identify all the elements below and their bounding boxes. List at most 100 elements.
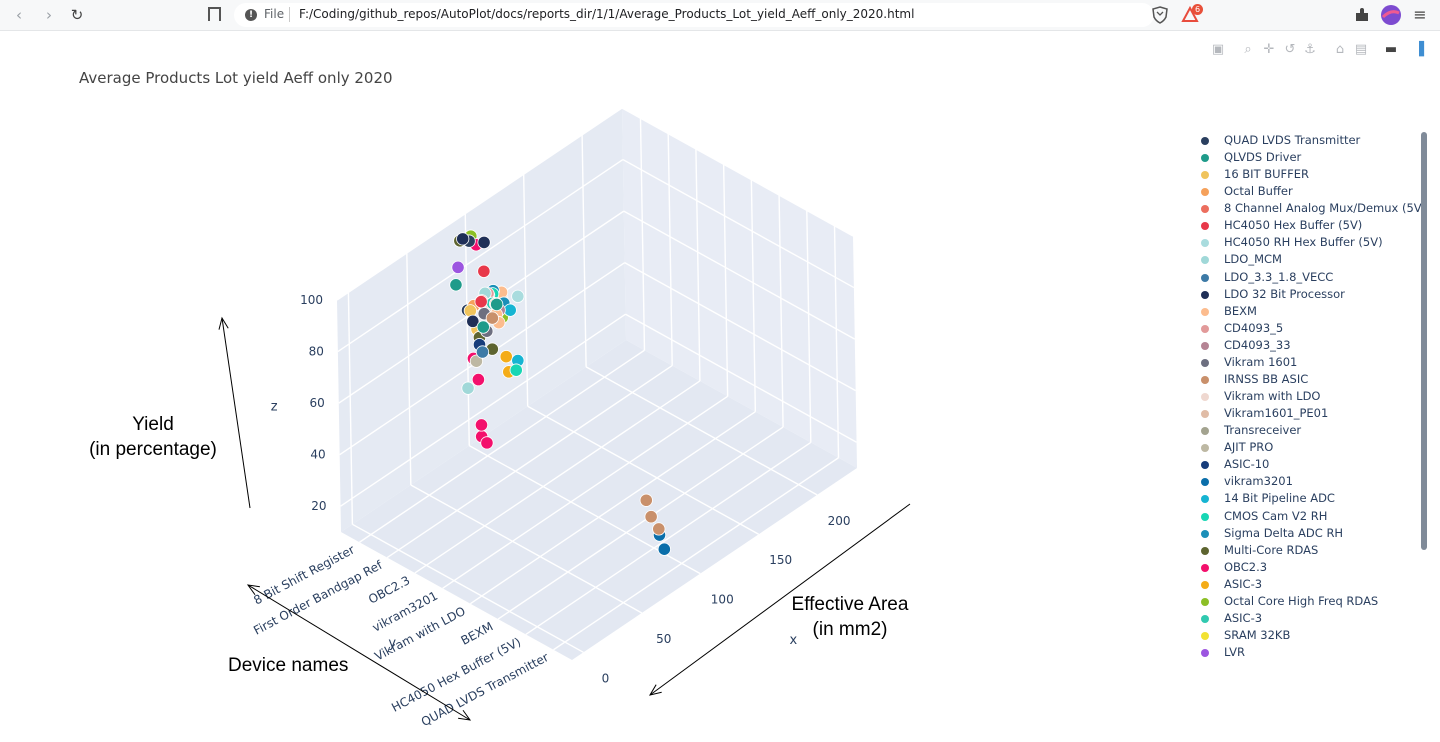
y-grid-line [667,133,673,366]
area-annotation-line2: (in mm2) [812,619,888,640]
x-grid-line [464,213,470,446]
z-grid-line [624,262,857,392]
data-point [478,286,492,300]
legend-label: Octal Buffer [1224,184,1293,199]
data-point [462,234,476,248]
z-grid-line [623,210,856,340]
legend-marker [1201,205,1209,214]
data-point [477,264,491,278]
site-info-icon[interactable]: ! [245,9,257,21]
data-point [477,235,491,249]
data-point [652,522,666,536]
legend-label: OBC2.3 [1224,559,1268,574]
legend-label: HC4050 Hex Buffer (5V) [1224,218,1363,233]
x-grid-line [468,444,701,575]
y-tick-label: vikram3201 [370,589,440,635]
data-point [488,297,503,311]
data-point [474,418,489,432]
legend-marker [1201,171,1209,180]
y-tick-label: BEXM [459,619,496,648]
reload-icon[interactable]: ↻ [70,6,84,24]
data-point [503,303,517,317]
y-grid-line [359,349,645,543]
legend-marker [1201,546,1209,555]
legend-scrollbar[interactable] [1421,132,1427,550]
pan-icon[interactable]: ✛ [1263,42,1275,57]
data-point [471,372,485,387]
profile-avatar-icon[interactable] [1380,4,1402,26]
back-icon[interactable]: ‹ [16,6,22,24]
menu-icon[interactable]: ≡ [1413,5,1427,24]
x-grid-line [581,134,587,367]
data-point [490,297,504,311]
legend-label: Vikram1601_PE01 [1224,406,1329,421]
data-point [463,304,477,318]
reset-camera-icon[interactable]: ⌂ [1335,42,1345,57]
extensions-icon[interactable] [1353,6,1371,24]
url-separator [289,7,290,22]
data-point [476,320,490,334]
brave-shield-icon[interactable] [1151,6,1169,24]
hover-icon[interactable]: ▬ [1384,42,1398,57]
legend-label: 16 BIT BUFFER [1224,167,1310,182]
yield-arrow-head [218,316,229,330]
legend-marker [1201,649,1209,658]
legend-label: CD4093_5 [1224,320,1284,335]
legend-label: LDO 32 Bit Processor [1224,286,1345,301]
forward-icon[interactable]: › [46,6,52,24]
legend-label: SRAM 32KB [1224,628,1291,643]
legend-marker [1201,256,1209,265]
data-point [511,353,525,368]
yield-annotation: Yield (in percentage) [83,414,223,461]
legend-label: 14 Bit Pipeline ADC [1224,491,1335,506]
camera-icon[interactable]: ▣ [1211,42,1225,57]
y-grid-line [833,225,840,458]
data-point [494,285,509,299]
data-point [469,238,483,252]
bookmark-icon[interactable] [208,7,221,21]
brave-rewards-icon[interactable] [1181,6,1199,24]
y-grid-line [806,210,812,443]
rewards-badge: 6 [1192,4,1203,15]
legend-label: CMOS Cam V2 RH [1224,508,1328,523]
chart-title: Average Products Lot yield Aeff only 202… [79,69,393,87]
x-tick-label: 0 [602,671,610,685]
yield-annotation-line2: (in percentage) [89,439,217,460]
y-grid-line [639,118,646,351]
address-bar[interactable]: ! File F:/Coding/github_repos/AutoPlot/d… [234,3,1154,27]
turntable-icon[interactable]: ⚓ [1304,42,1316,57]
x-tick-label: 200 [828,514,851,528]
data-point [502,365,516,379]
legend-label: Transreceiver [1224,423,1302,438]
data-point [472,338,487,352]
data-point [489,307,503,321]
legend-label: 8 Channel Analog Mux/Demux (5V) [1224,201,1427,216]
data-point [460,303,475,317]
legend-marker [1201,529,1209,538]
reset-last-save-icon[interactable]: ▤ [1354,42,1368,57]
y-grid-line [414,380,701,574]
z-axis-label: z [271,399,278,414]
browser-toolbar: ‹ › ↻ ! File F:/Coding/github_repos/Auto… [0,0,1440,31]
plotly-logo-icon[interactable]: ▐ [1414,42,1424,57]
x-grid-line [347,292,354,525]
zoom-icon[interactable]: ⌕ [1244,42,1252,57]
z-tick-label: 20 [311,499,326,513]
legend-label: IRNSS BB ASIC [1224,371,1309,386]
legend-label: LDO_3.3_1.8_VECC [1224,269,1334,284]
x-tick-label: 50 [656,632,671,646]
legend: QUAD LVDS Transmitter QLVDS Driver 16 BIT … [1196,132,1427,664]
y-axis-label: y [388,636,396,651]
orbit-icon[interactable]: ↺ [1284,42,1296,57]
url-scheme: File [264,7,285,21]
data-point [644,510,658,524]
y-grid-line [722,164,729,397]
data-point [652,528,667,542]
x-grid-line [406,252,412,485]
data-point [492,316,506,330]
z-grid-line [625,313,857,443]
y-grid-line [695,148,701,381]
legend-label: QLVDS Driver [1224,150,1302,165]
z-grid-line [337,158,624,353]
url-text[interactable]: F:/Coding/github_repos/AutoPlot/docs/rep… [299,7,915,21]
